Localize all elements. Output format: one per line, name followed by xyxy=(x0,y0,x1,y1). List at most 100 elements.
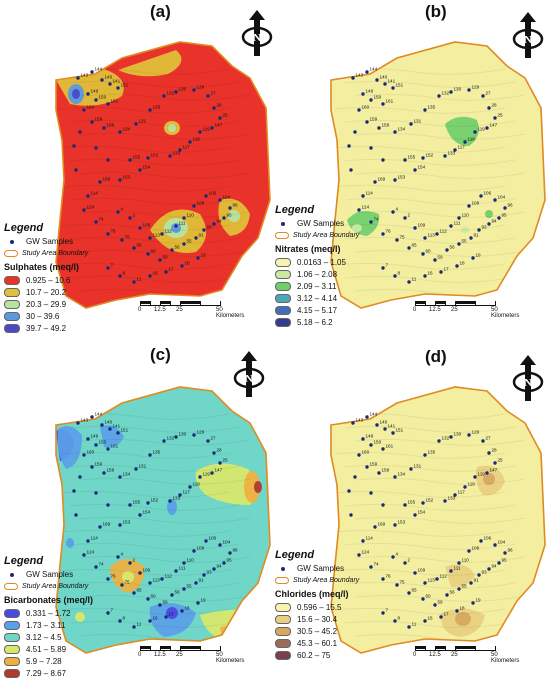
concentration-zone xyxy=(118,50,182,77)
terrain-shading xyxy=(69,425,241,433)
terrain-shading xyxy=(354,93,526,101)
gw-sample-point xyxy=(206,94,210,98)
sample-id-label: 149 xyxy=(366,89,374,94)
sample-id-label: 119 xyxy=(478,472,486,477)
sample-id-label: 141 xyxy=(113,79,121,84)
legend-class-range: 39.7 – 49.2 xyxy=(26,324,67,333)
terrain-shading xyxy=(344,503,516,511)
gw-sample-point xyxy=(94,98,98,102)
gw-sample-point xyxy=(493,461,497,465)
sample-id-label: 135 xyxy=(153,450,161,455)
sample-id-label: 8 xyxy=(398,616,401,621)
gw-sample-point xyxy=(393,619,397,623)
gw-sample-point xyxy=(134,122,138,126)
legend-class-row: 4.15 – 5.17 xyxy=(275,305,379,316)
sample-dot-icon xyxy=(281,566,285,571)
terrain-shading xyxy=(334,490,506,498)
sample-id-label: 124 xyxy=(87,550,95,555)
gw-sample-point xyxy=(361,194,365,198)
terrain-shading xyxy=(79,171,251,179)
sample-id-label: 65 xyxy=(412,243,418,248)
gw-sample-point xyxy=(357,553,361,557)
gw-sample-point xyxy=(477,228,481,232)
gw-sample-point xyxy=(351,421,355,425)
sample-id-label: 106 xyxy=(484,191,492,196)
gw-sample-point xyxy=(108,427,112,431)
gw-sample-point xyxy=(106,232,110,236)
sample-id-label: 95 xyxy=(227,558,233,563)
study-area-boundary xyxy=(330,386,546,654)
gw-sample-point xyxy=(178,148,182,152)
gw-sample-point xyxy=(365,70,369,74)
gw-sample-point xyxy=(361,437,365,441)
svg-text:N: N xyxy=(524,34,532,46)
gw-sample-point xyxy=(369,491,373,495)
gw-sample-point xyxy=(174,435,178,439)
gw-sample-point xyxy=(158,258,162,262)
concentration-zone xyxy=(445,564,475,588)
sample-id-label: 143 xyxy=(81,73,89,78)
gw-sample-point xyxy=(393,274,397,278)
sample-id-label: 28 xyxy=(492,103,498,108)
gw-sample-point xyxy=(487,451,491,455)
sample-id-label: 28 xyxy=(217,103,223,108)
scale-tick-label: 12.5 xyxy=(154,307,166,313)
choropleth-map: 1431441401411511491501611601591581341311… xyxy=(55,386,271,654)
terrain-shading xyxy=(59,607,231,615)
gw-sample-point xyxy=(118,523,122,527)
legend-class-swatch xyxy=(4,621,20,630)
sample-id-label: 7 xyxy=(386,263,389,268)
sample-id-label: 161 xyxy=(111,99,119,104)
legend-samples-label: GW Samples xyxy=(297,564,345,573)
gw-sample-point xyxy=(381,102,385,106)
sample-id-label: 133 xyxy=(173,151,181,156)
gw-sample-point xyxy=(148,581,152,585)
gw-sample-point xyxy=(94,491,98,495)
sample-id-label: 91 xyxy=(199,233,205,238)
gw-sample-point xyxy=(228,551,232,555)
study-area-fill xyxy=(331,387,545,653)
legend-class-row: 3.12 – 4.14 xyxy=(275,293,379,304)
sample-id-label: 132 xyxy=(442,91,450,96)
gw-sample-point xyxy=(369,220,373,224)
gw-sample-point xyxy=(132,280,136,284)
gw-sample-point xyxy=(357,208,361,212)
gw-sample-point xyxy=(381,158,385,162)
gw-sample-point xyxy=(160,232,164,236)
sample-id-label: 152 xyxy=(426,498,434,503)
sample-id-label: 158 xyxy=(382,468,390,473)
study-area-fill xyxy=(56,42,270,308)
sample-id-label: 109 xyxy=(418,568,426,573)
gw-sample-point xyxy=(128,561,132,565)
gw-sample-point xyxy=(128,503,132,507)
sample-id-label: 143 xyxy=(356,418,364,423)
sample-id-label: 74 xyxy=(99,217,105,222)
gw-sample-point xyxy=(74,168,78,172)
gw-sample-point xyxy=(178,493,182,497)
concentration-zone xyxy=(352,224,362,232)
map-panel-c: 143 144 140 141 151 149 150 161 160 159 158 134 131 1… xyxy=(0,345,275,690)
gw-sample-point xyxy=(477,573,481,577)
gw-sample-point xyxy=(481,439,485,443)
sample-id-label: 11 xyxy=(412,277,417,282)
legend-boundary-row: Study Area Boundary xyxy=(275,575,379,586)
gw-sample-point xyxy=(469,236,473,240)
legend-class-range: 45.3 – 60.1 xyxy=(297,639,338,648)
concentration-zone xyxy=(461,227,469,233)
sample-id-label: 19 xyxy=(476,253,482,258)
gw-sample-point xyxy=(206,439,210,443)
gw-sample-point xyxy=(86,437,90,441)
gw-sample-point xyxy=(148,619,152,623)
gw-sample-point xyxy=(369,146,373,150)
gw-sample-point xyxy=(210,471,214,475)
sample-id-label: 114 xyxy=(366,191,374,196)
legend-class-row: 1.06 – 2.08 xyxy=(275,269,379,280)
sample-id-label: 160 xyxy=(87,105,95,110)
sample-id-label: 8 xyxy=(398,271,401,276)
panel-label: (c) xyxy=(150,345,171,364)
legend-samples-row: GW Samples xyxy=(4,236,112,247)
legend-class-range: 0.0163 – 1.05 xyxy=(297,258,346,267)
gw-sample-point xyxy=(164,270,168,274)
gw-sample-point xyxy=(421,597,425,601)
sample-id-label: 117 xyxy=(458,145,466,150)
